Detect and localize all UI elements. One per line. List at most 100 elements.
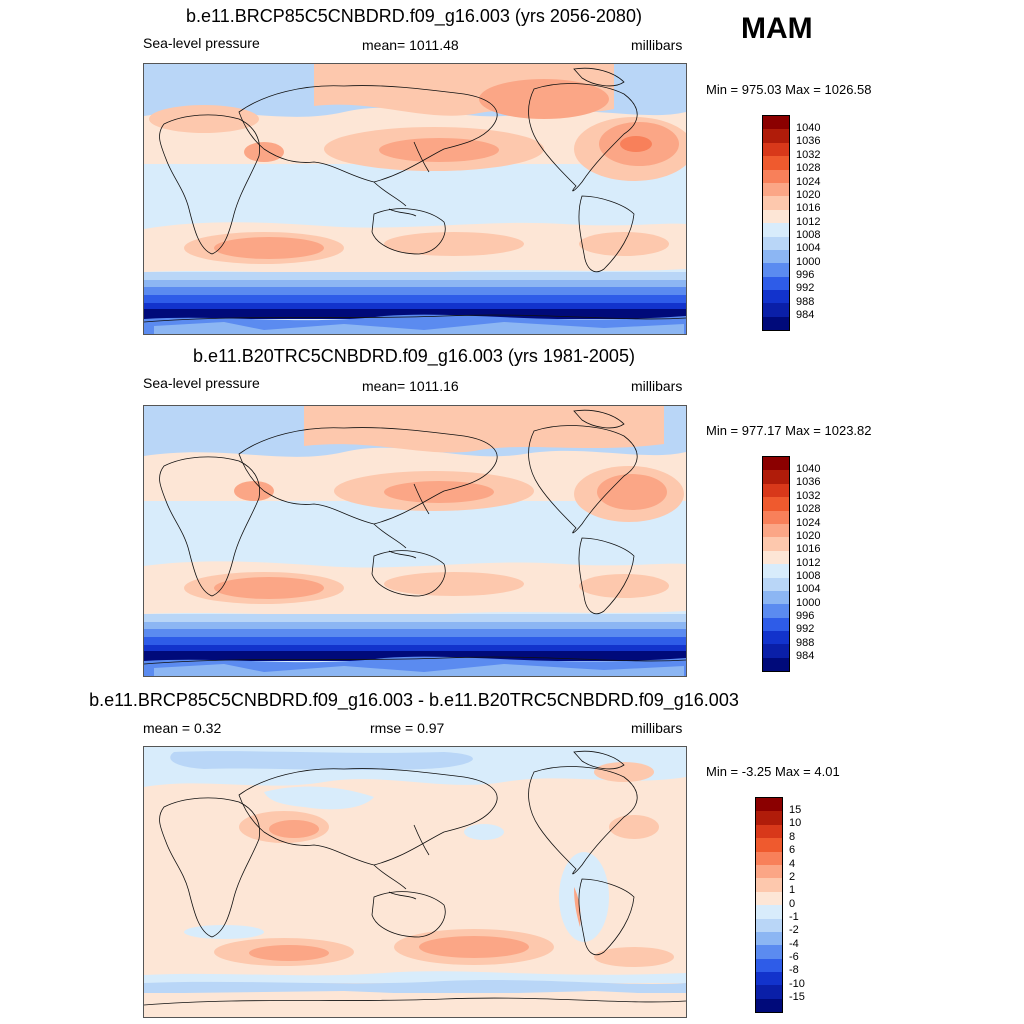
panel-3-colorbar-swatch: [756, 945, 782, 959]
panel-3-colorbar-swatch: [756, 838, 782, 852]
panel-2-colorbar-label: 1020: [796, 530, 821, 542]
panel-1-colorbar-swatch: [763, 156, 789, 170]
panel-3-colorbar-label: -1: [789, 911, 799, 923]
panel-2-colorbar-label: 1040: [796, 463, 821, 475]
panel-3-colorbar-label: -8: [789, 964, 799, 976]
panel-1-colorbar-swatch: [763, 116, 789, 130]
panel-2-colorbar-label: 1008: [796, 570, 821, 582]
panel-3-colorbar-swatch: [756, 905, 782, 919]
panel-1-colorbar: [762, 115, 790, 331]
panel-3-colorbar-label: 15: [789, 804, 802, 816]
panel-3-colorbar-swatch: [756, 985, 782, 999]
panel-2-colorbar-label: 988: [796, 637, 815, 649]
panel-3-colorbar-label: 2: [789, 871, 796, 883]
panel-2-colorbar: [762, 456, 790, 672]
panel-3-colorbar-swatch: [756, 824, 782, 839]
panel-2-colorbar-label: 984: [796, 650, 815, 662]
panel-1-colorbar-swatch: [763, 290, 789, 304]
panel-3-colorbar-swatch: [756, 998, 782, 1013]
panel-3-map: [143, 746, 687, 1018]
panel-2-colorbar-swatch: [763, 657, 789, 672]
panel-1-contour-field: [144, 64, 686, 334]
panel-1-units-label: millibars: [631, 37, 683, 53]
panel-3-colorbar-swatch: [756, 864, 782, 879]
panel-3-colorbar-label: -2: [789, 924, 799, 936]
panel-2-colorbar-label: 1032: [796, 490, 821, 502]
panel-2-minmax: Min = 977.17 Max = 1023.82: [706, 423, 872, 438]
panel-1-colorbar-label: 1008: [796, 229, 821, 241]
panel-1-colorbar-label: 1032: [796, 149, 821, 161]
panel-2-colorbar-swatch: [763, 470, 789, 484]
panel-1-mean-label: mean= 1011.48: [362, 37, 459, 53]
panel-2-colorbar-swatch: [763, 457, 789, 471]
panel-1-colorbar-label: 1024: [796, 176, 821, 188]
panel-2-map: [143, 405, 687, 677]
panel-3-units-label: millibars: [631, 720, 683, 736]
panel-2-colorbar-swatch: [763, 564, 789, 578]
panel-1-colorbar-label: 1004: [796, 242, 821, 254]
panel-1-colorbar-swatch: [763, 276, 789, 291]
panel-1-map: [143, 63, 687, 335]
panel-1-colorbar-label: 1040: [796, 122, 821, 134]
panel-3-colorbar-swatch: [756, 918, 782, 932]
panel-3-colorbar-label: 4: [789, 858, 796, 870]
panel-2-colorbar-label: 1004: [796, 583, 821, 595]
panel-2-colorbar-swatch: [763, 550, 789, 565]
panel-2-variable-label: Sea-level pressure: [143, 375, 260, 391]
panel-1-colorbar-swatch: [763, 223, 789, 237]
panel-1-minmax: Min = 975.03 Max = 1026.58: [706, 82, 872, 97]
panel-3-rmse-label: rmse = 0.97: [370, 720, 445, 736]
panel-3-colorbar-swatch: [756, 798, 782, 812]
panel-2-colorbar-label: 1016: [796, 543, 821, 555]
panel-3-colorbar-label: 10: [789, 817, 802, 829]
panel-1-colorbar-swatch: [763, 209, 789, 224]
panel-1-colorbar-swatch: [763, 142, 789, 157]
panel-2-contour-field: [144, 406, 686, 676]
panel-3-colorbar-swatch: [756, 972, 782, 986]
panel-1-colorbar-label: 1016: [796, 202, 821, 214]
panel-2-colorbar-swatch: [763, 577, 789, 591]
panel-1-variable-label: Sea-level pressure: [143, 35, 260, 51]
panel-3-colorbar-label: 1: [789, 884, 796, 896]
panel-2-colorbar-label: 1036: [796, 476, 821, 488]
panel-2-colorbar-label: 1012: [796, 557, 821, 569]
panel-2-colorbar-label: 992: [796, 623, 815, 635]
season-label: MAM: [741, 12, 813, 45]
panel-1-colorbar-label: 1020: [796, 189, 821, 201]
panel-1-colorbar-label: 1028: [796, 162, 821, 174]
panel-1-title: b.e11.BRCP85C5CNBDRD.f09_g16.003 (yrs 20…: [186, 6, 642, 26]
panel-3-contour-field: [144, 747, 686, 1017]
panel-2-colorbar-label: 996: [796, 610, 815, 622]
panel-1-colorbar-label: 988: [796, 296, 815, 308]
panel-2-colorbar-swatch: [763, 523, 789, 538]
panel-1-colorbar-swatch: [763, 182, 789, 197]
panel-1-colorbar-label: 992: [796, 282, 815, 294]
panel-3-colorbar-swatch: [756, 851, 782, 865]
panel-3-colorbar-label: 6: [789, 844, 796, 856]
panel-1-colorbar-swatch: [763, 263, 789, 277]
panel-1-colorbar-swatch: [763, 236, 789, 250]
panel-3-colorbar-label: -4: [789, 938, 799, 950]
panel-3-colorbar-swatch: [756, 958, 782, 973]
panel-3-minmax: Min = -3.25 Max = 4.01: [706, 764, 840, 779]
panel-1-colorbar-label: 1036: [796, 135, 821, 147]
panel-2-units-label: millibars: [631, 378, 683, 394]
panel-2-colorbar-swatch: [763, 617, 789, 632]
panel-2-colorbar-swatch: [763, 644, 789, 658]
panel-1-colorbar-swatch: [763, 129, 789, 143]
panel-3-colorbar-label: -6: [789, 951, 799, 963]
panel-2-colorbar-swatch: [763, 604, 789, 618]
panel-3-colorbar-swatch: [756, 891, 782, 906]
panel-3-mean-label: mean = 0.32: [143, 720, 222, 736]
panel-3-colorbar-swatch: [756, 811, 782, 825]
panel-1-colorbar-swatch: [763, 303, 789, 317]
panel-1-colorbar-swatch: [763, 196, 789, 210]
panel-2-colorbar-label: 1028: [796, 503, 821, 515]
panel-3-colorbar-swatch: [756, 878, 782, 892]
panel-3-title: b.e11.BRCP85C5CNBDRD.f09_g16.003 - b.e11…: [89, 690, 739, 710]
panel-2-colorbar-swatch: [763, 590, 789, 605]
panel-1-colorbar-label: 996: [796, 269, 815, 281]
panel-3-colorbar-label: -15: [789, 991, 805, 1003]
panel-3-colorbar-label: -10: [789, 978, 805, 990]
panel-1-colorbar-swatch: [763, 169, 789, 183]
